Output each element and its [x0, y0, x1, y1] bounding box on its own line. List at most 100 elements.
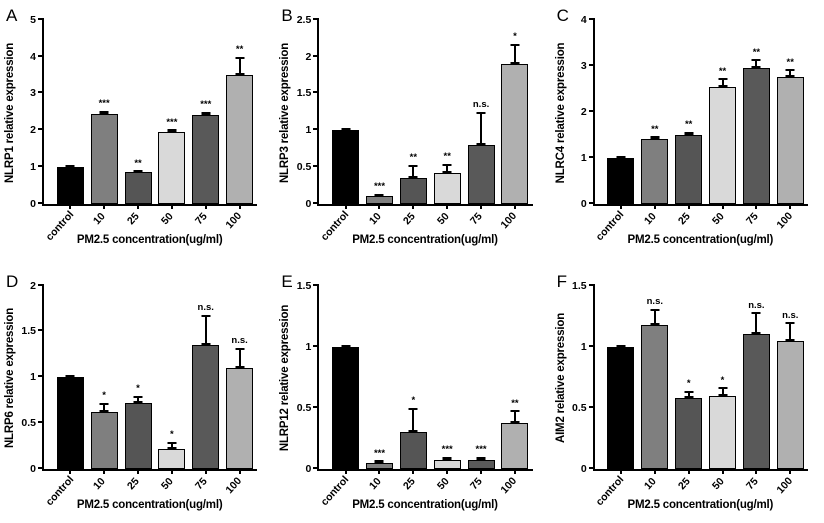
error-bar	[239, 348, 241, 368]
y-tick-label: 1.5	[297, 280, 312, 292]
x-tick	[446, 204, 448, 209]
plot-region: 00.511.5controln.s.10*25*50n.s.75n.s.100	[593, 286, 808, 472]
chart-area: NLRP1 relative expressionPM2.5 concentra…	[42, 20, 257, 206]
panel-letter: E	[281, 272, 292, 292]
bars-container: control*10*25*50n.s.75n.s.100	[57, 286, 253, 470]
y-tick	[38, 329, 44, 331]
bar-100: **100	[226, 20, 253, 204]
plot-region: 00.511.5control***10*25***50***75**100	[317, 286, 532, 472]
significance-label: *	[102, 391, 106, 401]
x-tick	[345, 204, 347, 209]
y-tick	[38, 91, 44, 93]
panel-letter: C	[557, 6, 569, 26]
category-label: 10	[367, 475, 384, 492]
x-tick	[755, 204, 757, 209]
bar-75: **75	[743, 20, 770, 204]
bar-rect	[125, 172, 152, 203]
significance-label: *	[411, 396, 415, 406]
chart-area: NLRP12 relative expressionPM2.5 concentr…	[317, 286, 532, 472]
bar-rect	[675, 135, 702, 204]
y-tick-label: 0	[581, 463, 587, 475]
bar-25: *25	[125, 286, 152, 470]
bar-25: **25	[125, 20, 152, 204]
x-tick	[103, 204, 105, 209]
plot-region: 012345control***10**25***50***75**100	[42, 20, 257, 206]
y-axis-label: NLRC4 relative expression	[555, 42, 567, 183]
panel-D: DNLRP6 relative expressionPM2.5 concentr…	[8, 276, 265, 514]
bar-75: n.s.75	[192, 286, 219, 470]
panel-A: ANLRP1 relative expressionPM2.5 concentr…	[8, 10, 265, 248]
x-tick	[205, 469, 207, 474]
error-bar	[171, 442, 173, 449]
bar-10: **10	[641, 20, 668, 204]
x-tick	[378, 469, 380, 474]
category-label: 25	[676, 475, 693, 492]
y-tick	[38, 375, 44, 377]
x-tick	[137, 469, 139, 474]
bar-rect	[641, 325, 668, 469]
y-axis-label: NLRP3 relative expression	[279, 43, 291, 183]
y-tick	[313, 165, 319, 167]
x-tick	[654, 204, 656, 209]
y-tick	[313, 55, 319, 57]
category-label: 75	[468, 210, 485, 227]
y-tick-label: 0	[305, 463, 311, 475]
bar-rect	[675, 398, 702, 469]
bar-10: ***10	[366, 286, 393, 470]
bar-rect	[501, 423, 528, 469]
bar-rect	[434, 173, 461, 204]
bar-rect	[400, 178, 427, 204]
bar-50: **50	[434, 20, 461, 204]
error-bar	[446, 164, 448, 173]
figure-grid: ANLRP1 relative expressionPM2.5 concentr…	[8, 10, 816, 513]
bar-rect	[709, 396, 736, 469]
y-tick	[38, 421, 44, 423]
bar-rect	[91, 412, 118, 469]
category-label: 25	[401, 210, 418, 227]
y-tick-label: 4	[30, 51, 36, 63]
y-tick-label: 3	[30, 87, 36, 99]
significance-label: ***	[99, 99, 110, 109]
category-label: 75	[193, 210, 210, 227]
chart-area: NLRP6 relative expressionPM2.5 concentra…	[42, 286, 257, 472]
y-tick	[38, 18, 44, 20]
y-tick-label: 2	[305, 51, 311, 63]
bar-rect	[468, 145, 495, 204]
y-tick-label: 0	[581, 198, 587, 210]
bar-25: *25	[400, 286, 427, 470]
category-label: 75	[744, 210, 761, 227]
x-tick	[239, 469, 241, 474]
bar-25: *25	[675, 286, 702, 470]
bar-rect	[192, 345, 219, 469]
y-axis-label: NLRP1 relative expression	[4, 43, 16, 183]
x-axis-label: PM2.5 concentration(ug/ml)	[77, 499, 223, 511]
y-tick	[38, 284, 44, 286]
y-axis-label: AIM2 relative expression	[555, 313, 567, 443]
y-tick	[589, 284, 595, 286]
significance-label: ***	[442, 445, 453, 455]
bar-rect	[777, 77, 804, 203]
bar-rect	[607, 347, 634, 469]
significance-label: n.s.	[748, 301, 764, 311]
category-label: 100	[223, 210, 244, 231]
y-tick	[589, 406, 595, 408]
chart-area: NLRP3 relative expressionPM2.5 concentra…	[317, 20, 532, 206]
bar-75: n.s.75	[743, 286, 770, 470]
category-label: 50	[434, 475, 451, 492]
y-tick	[589, 64, 595, 66]
bar-rect	[607, 158, 634, 204]
bar-rect	[709, 87, 736, 204]
y-tick	[38, 165, 44, 167]
x-tick	[688, 204, 690, 209]
y-tick-label: 0.5	[21, 417, 36, 429]
category-label: control	[319, 474, 352, 508]
x-tick	[412, 469, 414, 474]
y-tick-label: 2.5	[297, 14, 312, 26]
bar-rect	[366, 196, 393, 203]
category-label: 10	[91, 475, 108, 492]
x-tick	[514, 204, 516, 209]
category-label: 75	[468, 475, 485, 492]
significance-label: **	[511, 399, 518, 409]
category-label: 100	[499, 210, 520, 231]
significance-label: **	[444, 152, 451, 162]
